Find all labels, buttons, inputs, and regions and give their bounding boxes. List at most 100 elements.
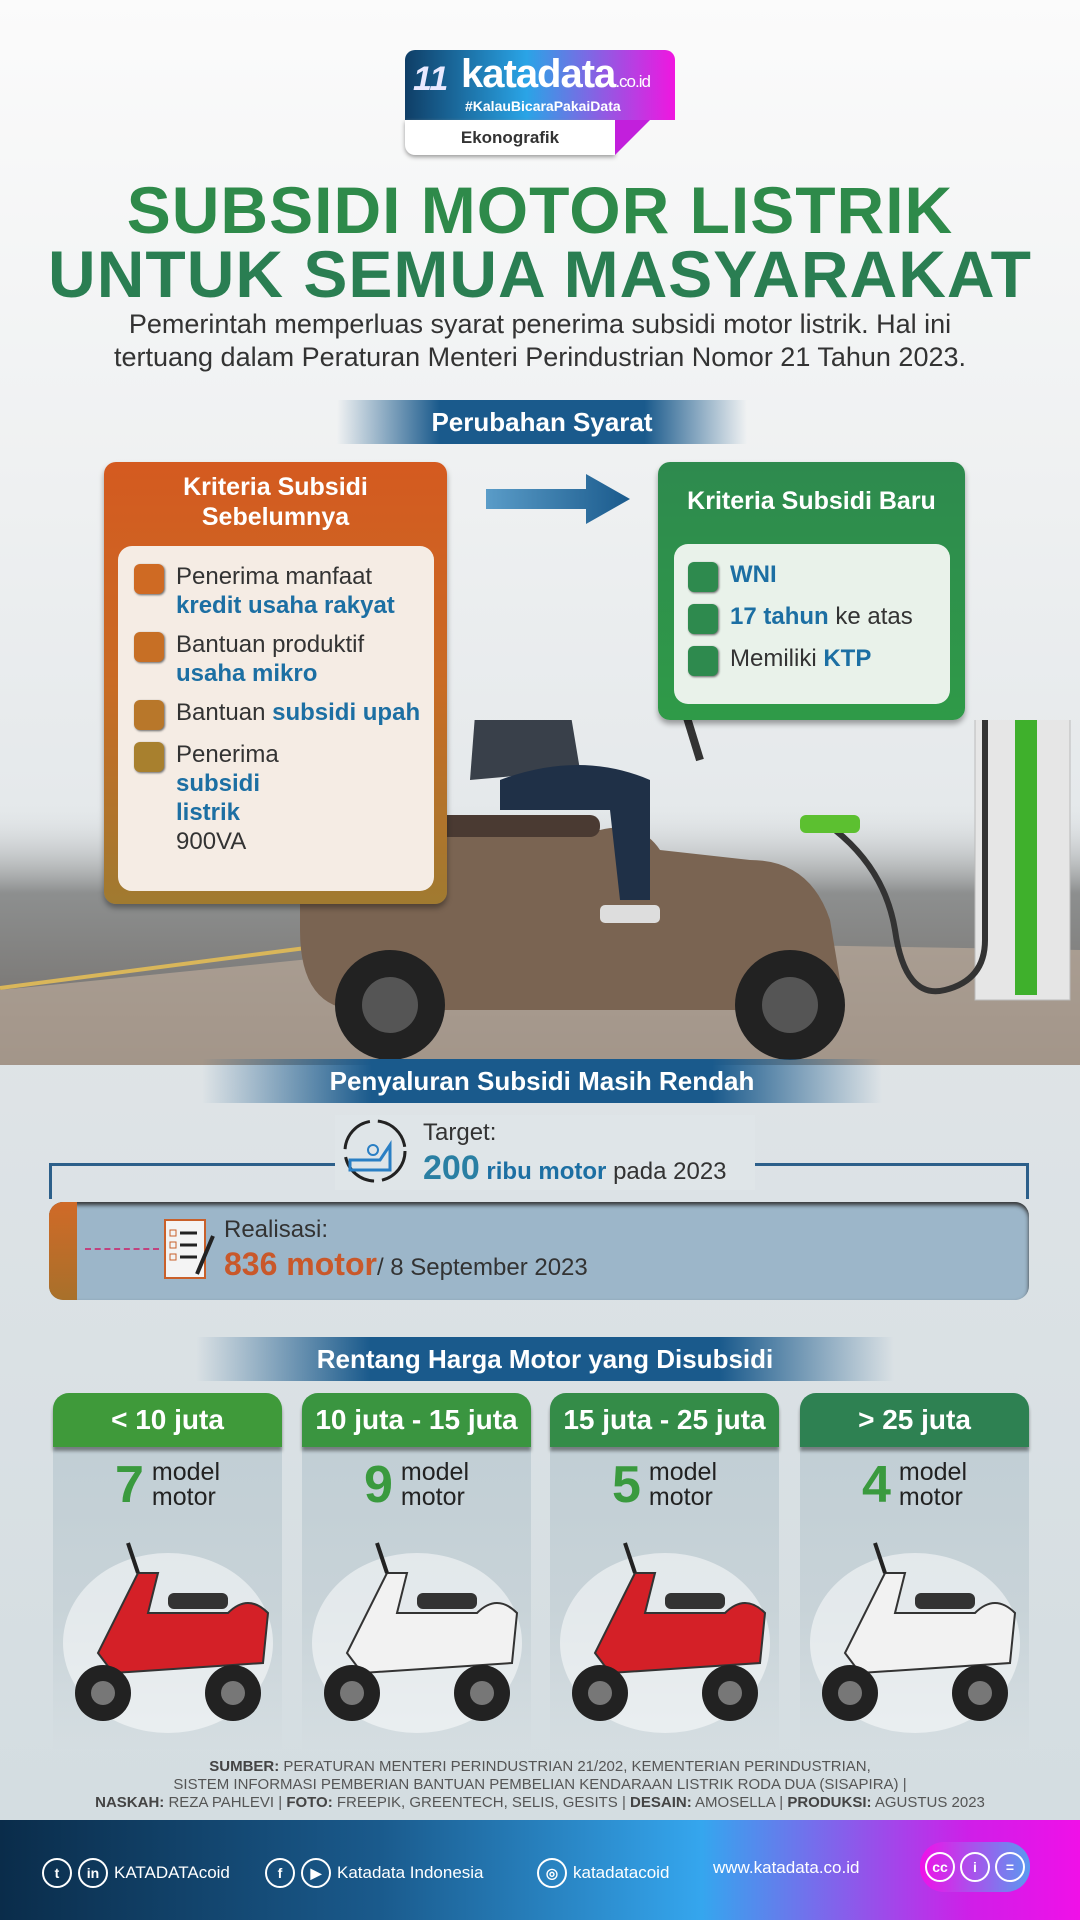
rider <box>470 720 660 923</box>
footer: t in KATADATAcoid f ▶ Katadata Indonesia ◎ ka… <box>0 1820 1080 1920</box>
instagram-handle[interactable]: katadatacoid <box>573 1863 670 1882</box>
bullet-icon <box>688 646 718 676</box>
subtitle-line-1: Pemerintah memperluas syarat penerima su… <box>128 309 952 339</box>
credits: SUMBER: PERATURAN MENTERI PERINDUSTRIAN … <box>0 1758 1080 1812</box>
produksi-label: PRODUKSI: <box>787 1794 872 1811</box>
title-line-1: SUBSIDI MOTOR LISTRIK <box>126 173 954 247</box>
facebook-youtube-link[interactable]: f ▶ Katadata Indonesia <box>265 1858 484 1888</box>
katadata-logo: 11 katadata.co.id #KalauBicaraPakaiData … <box>405 50 675 155</box>
brand-name: katadata.co.id <box>461 52 651 97</box>
model-count: 5 model motor <box>550 1455 779 1515</box>
criteria-item: Penerima manfaat kredit usaha rakyat <box>134 562 424 620</box>
item-highlight: usaha mikro <box>176 660 318 687</box>
price-card: 15 juta - 25 juta 5 model motor <box>550 1393 779 1751</box>
item-highlight: 17 tahun <box>730 603 829 630</box>
count-label: model <box>151 1458 220 1486</box>
count-label: model <box>898 1458 967 1486</box>
price-range: 10 juta - 15 juta <box>302 1393 531 1447</box>
item-text: Bantuan <box>176 699 266 726</box>
instagram-icon[interactable]: ◎ <box>537 1858 567 1888</box>
section-label: Ekonografik <box>405 120 615 155</box>
model-count: 7 model motor <box>53 1455 282 1515</box>
website-link[interactable]: www.katadata.co.id <box>713 1858 860 1877</box>
realisasi-fill <box>49 1202 77 1300</box>
price-card: > 25 juta 4 model motor <box>800 1393 1029 1751</box>
creative-commons-badge: cc i = <box>920 1842 1030 1892</box>
target-number: 200 <box>423 1149 480 1187</box>
bullet-icon <box>134 632 164 662</box>
title-line-2: UNTUK SEMUA MASYARAKAT <box>48 237 1032 311</box>
target-value: 200 ribu motor pada 2023 <box>423 1149 727 1188</box>
logo-corner <box>615 120 650 155</box>
target-unit: ribu motor <box>486 1158 607 1185</box>
twitter-handle[interactable]: KATADATAcoid <box>114 1863 230 1882</box>
scooter <box>300 720 845 1060</box>
facebook-name[interactable]: Katadata Indonesia <box>337 1863 484 1882</box>
realisasi-label: Realisasi: <box>224 1216 329 1243</box>
bullet-icon <box>688 604 718 634</box>
twitter-linkedin-link[interactable]: t in KATADATAcoid <box>42 1858 230 1888</box>
twitter-icon[interactable]: t <box>42 1858 72 1888</box>
facebook-icon[interactable]: f <box>265 1858 295 1888</box>
item-text: Penerima <box>176 741 279 768</box>
target-callout: Target: 200 ribu motor pada 2023 <box>335 1115 755 1190</box>
penyaluran-heading: Penyaluran Subsidi Masih Rendah <box>202 1059 882 1103</box>
naskah-text: REZA PAHLEVI | <box>168 1794 283 1811</box>
realisasi-value: 836 motor/ 8 September 2023 <box>224 1246 588 1283</box>
target-suffix: pada 2023 <box>613 1158 727 1185</box>
brand-text: katadata <box>461 52 616 96</box>
charging-station <box>800 720 1071 1001</box>
item-highlight: subsidi listrik <box>176 770 261 826</box>
realisasi-bar: Realisasi: 836 motor/ 8 September 2023 <box>49 1202 1029 1300</box>
linkedin-icon[interactable]: in <box>78 1858 108 1888</box>
subtitle-line-2: tertuang dalam Peraturan Menteri Perindu… <box>113 342 966 372</box>
price-range: > 25 juta <box>800 1393 1029 1447</box>
item-highlight: kredit usaha rakyat <box>176 592 395 619</box>
youtube-icon[interactable]: ▶ <box>301 1858 331 1888</box>
perubahan-heading: Perubahan Syarat <box>337 400 747 444</box>
foto-label: FOTO: <box>286 1794 333 1811</box>
realisasi-number: 836 motor <box>224 1246 377 1282</box>
produksi-text: AGUSTUS 2023 <box>874 1794 985 1811</box>
document-checklist-icon <box>164 1219 215 1279</box>
model-count: 9 model motor <box>302 1455 531 1515</box>
desain-text: AMOSELLA | <box>695 1794 784 1811</box>
model-count: 4 model motor <box>800 1455 1029 1515</box>
price-range: 15 juta - 25 juta <box>550 1393 779 1447</box>
cc-icon: cc <box>925 1852 955 1882</box>
item-text: Bantuan produktif <box>176 631 365 658</box>
item-highlight: subsidi upah <box>272 699 421 726</box>
criteria-item: Memiliki KTP <box>688 644 940 676</box>
count-number: 4 <box>861 1456 891 1514</box>
item-highlight: KTP <box>823 645 872 672</box>
count-label: motor <box>648 1483 713 1511</box>
old-criteria-box: Kriteria Subsidi Sebelumnya Penerima man… <box>104 462 447 904</box>
item-text: ke atas <box>835 603 913 630</box>
connector-line <box>85 1248 159 1250</box>
target-label: Target: <box>423 1119 497 1146</box>
new-criteria-box: Kriteria Subsidi Baru WNI 17 tahun ke at… <box>658 462 965 720</box>
bullet-icon <box>688 562 718 592</box>
arrow-right-icon <box>486 474 630 524</box>
sumber-label: SUMBER: <box>209 1758 280 1775</box>
item-text: 900VA <box>176 828 247 855</box>
realisasi-date: / 8 September 2023 <box>376 1254 588 1281</box>
count-number: 7 <box>114 1456 144 1514</box>
price-card: 10 juta - 15 juta 9 model motor <box>302 1393 531 1751</box>
hand-target-icon <box>343 1119 407 1183</box>
item-text: Memiliki <box>730 645 817 672</box>
item-highlight: WNI <box>730 561 777 588</box>
bullet-icon <box>134 742 164 772</box>
item-text: Penerima manfaat <box>176 563 373 590</box>
count-label: motor <box>151 1483 216 1511</box>
count-label: motor <box>400 1483 465 1511</box>
harga-heading: Rentang Harga Motor yang Disubsidi <box>196 1337 894 1381</box>
instagram-link[interactable]: ◎ katadatacoid <box>537 1858 669 1888</box>
scooter-photo <box>810 1542 1020 1733</box>
count-number: 5 <box>611 1456 641 1514</box>
criteria-item: Bantuan produktif usaha mikro <box>134 630 424 688</box>
tagline: #KalauBicaraPakaiData <box>465 98 621 114</box>
by-icon: i <box>960 1852 990 1882</box>
price-card: < 10 juta 7 model motor <box>53 1393 282 1751</box>
count-number: 9 <box>363 1456 393 1514</box>
